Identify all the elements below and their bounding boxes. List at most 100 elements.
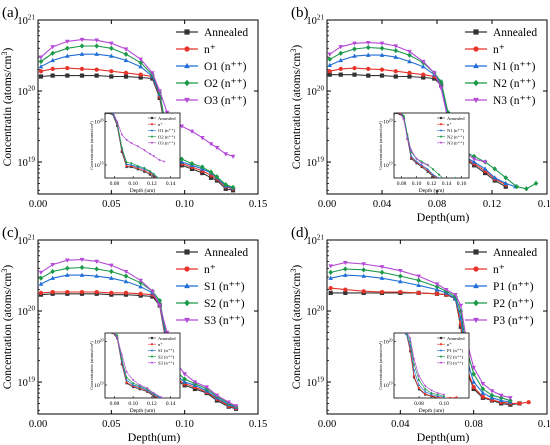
inset-data-point: [393, 106, 395, 108]
data-point: [123, 290, 129, 295]
inset-legend-marker: [439, 349, 443, 352]
inset-y-tick-label: 1020: [94, 338, 103, 345]
legend-entry: N2 (n⁺⁺): [493, 78, 536, 90]
legend-marker: [184, 79, 190, 87]
legend-marker: [184, 249, 190, 255]
data-point: [65, 73, 70, 78]
inset-data-point: [430, 391, 433, 395]
inset-x-tick-label: 0.08: [110, 401, 120, 407]
data-point: [338, 45, 344, 50]
inset-data-point: [393, 330, 395, 332]
legend-marker: [184, 266, 190, 272]
data-point: [458, 303, 464, 308]
data-point: [123, 279, 129, 284]
inset-legend-marker: [439, 123, 443, 126]
inset-data-point: [111, 110, 113, 112]
inset-data-point: [442, 394, 446, 398]
inset-legend-marker: [439, 355, 443, 358]
y-tick-label: 1021: [306, 14, 324, 27]
inset-legend-entry: Annealed: [158, 336, 176, 341]
inset-data-point: [130, 163, 133, 166]
inset-data-point: [136, 164, 140, 168]
inset-data-point: [104, 326, 106, 328]
data-point: [123, 273, 129, 279]
inset-data-point: [417, 383, 421, 386]
inset-data-point: [437, 173, 441, 176]
data-point: [379, 67, 385, 72]
inset-data-point: [131, 381, 135, 385]
inset-x-tick-label: 0.08: [414, 401, 424, 407]
data-point: [483, 170, 488, 176]
legend-entry: Annealed: [493, 247, 537, 259]
inset-data-point: [125, 371, 128, 374]
inset-data-point: [105, 333, 107, 334]
inset-y-label: Concentration (atoms/cm³): [378, 341, 383, 390]
inset-series-group: [104, 110, 166, 180]
data-point: [94, 273, 99, 278]
legend-marker: [184, 29, 190, 35]
data-point: [514, 184, 520, 190]
inset-data-point: [104, 111, 106, 113]
inset-data-point: [162, 160, 166, 163]
series-line: [40, 266, 237, 408]
inset-legend-marker: [150, 129, 154, 132]
data-point: [138, 278, 143, 283]
data-point: [94, 259, 99, 264]
data-point: [79, 43, 85, 49]
data-point: [50, 262, 55, 268]
data-point: [471, 384, 476, 390]
inset-data-point: [436, 392, 439, 395]
inset-x-tick-label: 0.10: [439, 401, 449, 407]
inset-data-point: [417, 375, 421, 378]
inset-legend-marker: [439, 135, 443, 138]
inset-data-point: [417, 388, 421, 391]
inset-x-tick-label: 0.08: [110, 181, 120, 187]
panel-label: (c): [2, 225, 19, 241]
inset-data-point: [410, 157, 413, 160]
legend-entry: n⁺: [204, 264, 216, 276]
data-point: [398, 289, 403, 295]
data-point: [343, 287, 348, 292]
data-point: [407, 70, 412, 75]
data-point: [352, 66, 357, 71]
inset-data-point: [158, 178, 160, 180]
data-point: [94, 73, 99, 78]
data-point: [434, 291, 440, 296]
inset-y-tick-label: 1019: [383, 162, 392, 169]
inset-legend-entry: n⁺: [447, 342, 452, 347]
data-point: [123, 74, 129, 79]
data-point: [471, 157, 477, 162]
data-point: [352, 41, 357, 46]
data-point: [50, 45, 55, 50]
data-point: [38, 270, 44, 275]
data-point: [94, 43, 99, 49]
inset-legend-marker: [439, 343, 443, 346]
data-point: [338, 72, 343, 77]
data-point: [65, 39, 70, 44]
inset-data-point: [394, 113, 396, 115]
data-point: [471, 379, 476, 384]
data-point: [480, 381, 486, 387]
inset-data-point: [399, 110, 401, 112]
data-point: [328, 290, 333, 295]
legend-marker: [184, 62, 190, 69]
data-point: [416, 274, 421, 279]
inset-data-point: [138, 388, 141, 391]
inset-legend-entry: Annealed: [447, 116, 465, 121]
data-point: [393, 48, 399, 54]
inset-legend-entry: S1 (n⁺⁺): [158, 348, 175, 353]
legend-marker: [184, 282, 190, 289]
x-axis-label: Depth(um): [128, 430, 181, 444]
inset-data-point: [449, 396, 452, 398]
inset-data-point: [125, 160, 128, 164]
inset-legend-marker: [439, 116, 443, 120]
inset-legend-entry: O2 (n⁺⁺): [158, 134, 175, 139]
inset-y-tick-label: 1020: [383, 338, 392, 345]
data-point: [214, 145, 220, 151]
data-point: [50, 268, 55, 275]
legend-marker: [184, 317, 190, 324]
data-point: [379, 269, 385, 276]
panel-label: (b): [291, 5, 309, 21]
data-point: [38, 58, 44, 65]
data-point: [327, 72, 332, 77]
